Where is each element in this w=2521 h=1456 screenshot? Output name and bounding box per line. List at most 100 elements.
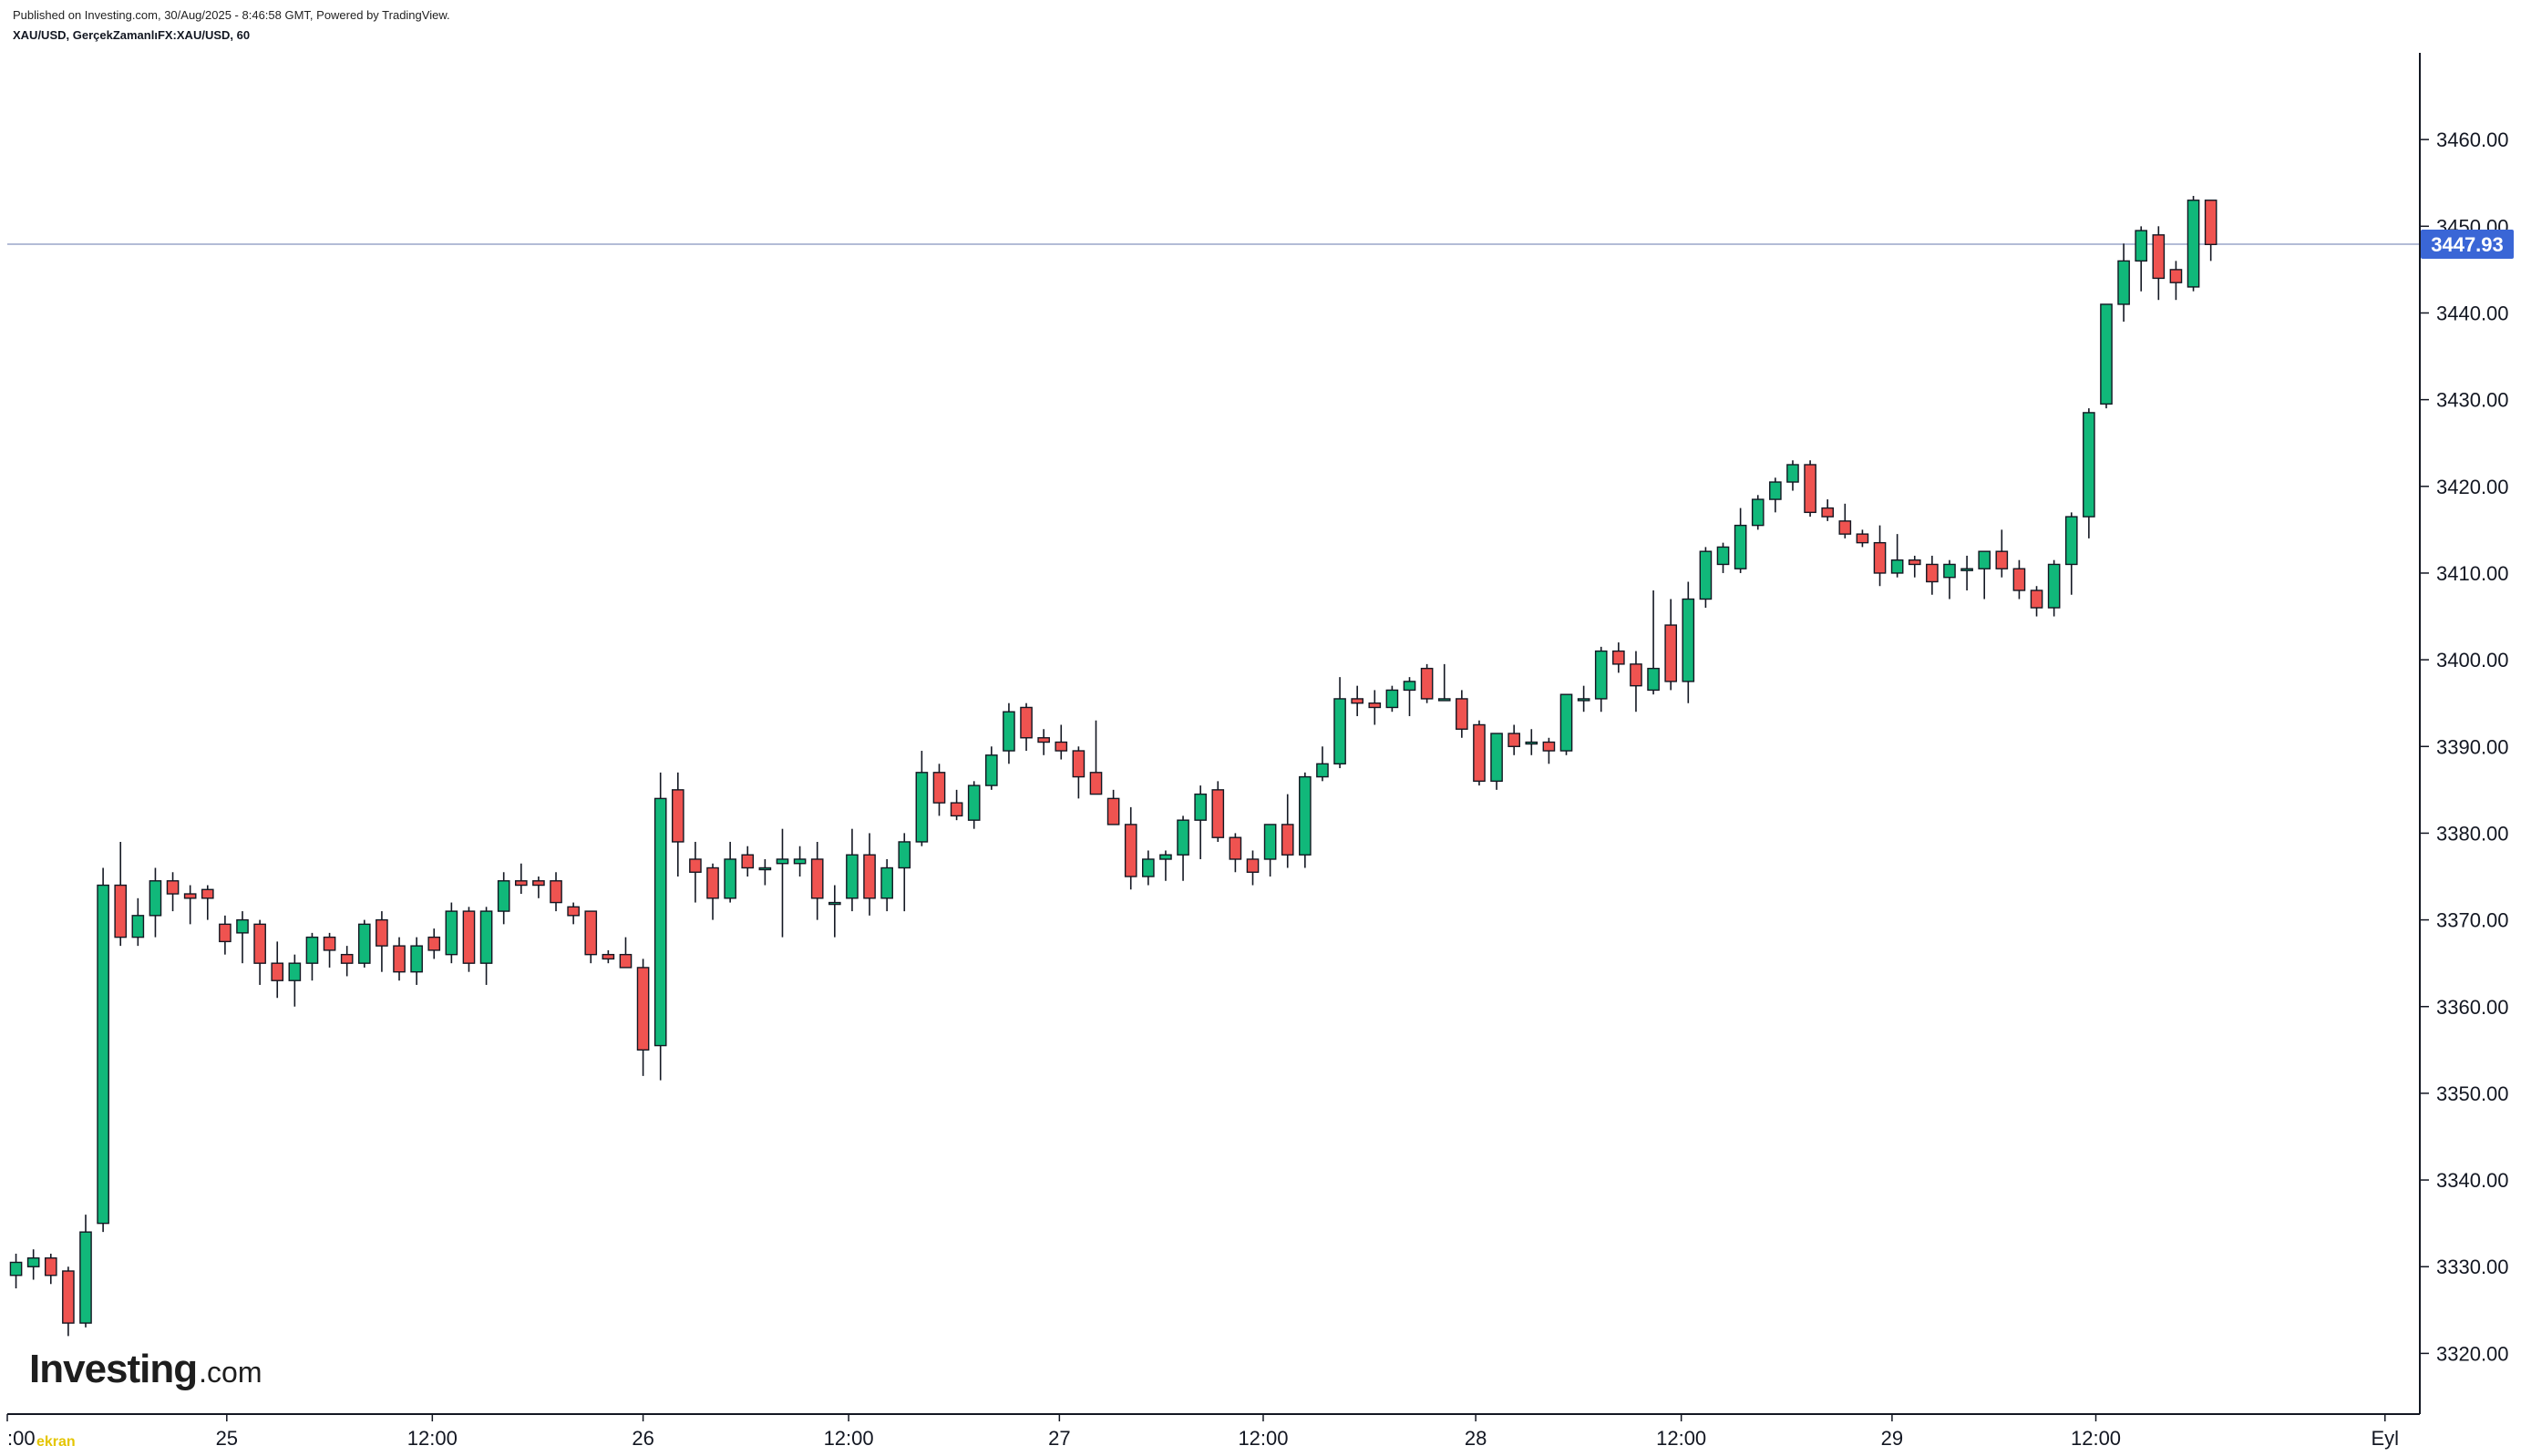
candle[interactable] [741,846,755,877]
candle[interactable] [305,932,319,981]
candle[interactable] [1072,746,1086,799]
candle[interactable] [1577,685,1590,713]
candle[interactable] [1769,477,1782,513]
candle[interactable] [445,902,458,964]
candle[interactable] [915,751,929,846]
candle[interactable] [1682,581,1695,703]
candle[interactable] [514,863,528,895]
candle[interactable] [1856,529,1869,548]
candle[interactable] [1734,508,1747,573]
candle[interactable] [1177,815,1189,881]
candle[interactable] [201,885,214,920]
candle[interactable] [2012,559,2026,600]
candle[interactable] [26,1249,40,1280]
candle[interactable] [1786,460,1799,491]
candle[interactable] [1525,729,1538,755]
candle[interactable] [1664,599,1678,691]
candle[interactable] [863,833,876,916]
candle[interactable] [1368,690,1382,725]
candle[interactable] [1281,794,1294,868]
candle[interactable] [724,841,736,903]
candle[interactable] [1960,555,1973,590]
candle[interactable] [1716,542,1730,573]
candle[interactable] [2135,226,2148,292]
candle[interactable] [2083,408,2095,538]
candle[interactable] [567,902,580,925]
candle[interactable] [584,910,598,964]
candle[interactable] [376,911,388,972]
candle[interactable] [1437,663,1451,702]
candle[interactable] [1995,529,2009,578]
candle[interactable] [880,858,893,912]
candle[interactable] [828,885,841,938]
candle[interactable] [671,772,684,877]
candle[interactable] [550,872,562,912]
candle[interactable] [1055,724,1068,760]
candle[interactable] [1420,663,1434,703]
candle[interactable] [1630,651,1642,713]
candle[interactable] [1003,702,1015,764]
candle[interactable] [1142,850,1155,886]
candle[interactable] [166,872,180,912]
candle[interactable] [1194,785,1207,859]
candle[interactable] [1890,534,1904,578]
candle[interactable] [1299,772,1312,868]
candle[interactable] [967,781,981,829]
candle[interactable] [1473,720,1486,786]
candle[interactable] [1821,499,1835,521]
candle[interactable] [149,867,162,938]
candle[interactable] [1699,547,1713,609]
candle[interactable] [602,949,615,964]
candle[interactable] [1020,702,1033,752]
candle[interactable] [79,1215,92,1328]
candle[interactable] [1263,824,1277,877]
candle[interactable] [1908,555,1921,578]
candle[interactable] [1106,789,1120,825]
candle[interactable] [1751,495,1765,530]
candle[interactable] [1926,555,1939,595]
candle[interactable] [776,828,789,938]
candle[interactable] [950,789,963,821]
candle[interactable] [689,841,702,903]
candle[interactable] [9,1253,23,1289]
candle[interactable] [932,764,946,816]
candle[interactable] [1385,685,1399,713]
candle[interactable] [846,828,859,912]
candle[interactable] [410,937,423,985]
candle[interactable] [1316,746,1329,782]
candle[interactable] [462,907,476,972]
candle[interactable] [1456,690,1468,738]
candle[interactable] [2047,559,2061,617]
candle[interactable] [1333,677,1346,769]
candle[interactable] [758,858,772,886]
candle[interactable] [340,946,354,977]
candle[interactable] [2117,243,2130,322]
candle[interactable] [393,937,406,981]
candle[interactable] [706,863,719,920]
candle[interactable] [253,919,266,985]
candle[interactable] [653,772,667,1081]
candle[interactable] [1490,733,1503,790]
candle[interactable] [1559,693,1573,755]
candle[interactable] [497,872,510,925]
candle[interactable] [898,833,911,912]
candle[interactable] [62,1266,75,1337]
candle[interactable] [1037,729,1050,755]
candle[interactable] [479,907,493,985]
candle[interactable] [2030,586,2043,617]
candle[interactable] [2152,226,2166,301]
candle[interactable] [271,941,284,999]
candle[interactable] [97,867,109,1233]
candle[interactable] [810,841,824,920]
candle[interactable] [1124,806,1137,890]
candle[interactable] [44,1253,57,1285]
candle[interactable] [2169,261,2183,301]
candle[interactable] [1159,850,1172,881]
candle[interactable] [1647,590,1660,695]
candle[interactable] [1246,850,1260,886]
candle[interactable] [323,932,336,968]
candle[interactable] [1351,685,1363,716]
candle[interactable] [357,919,371,968]
candle[interactable] [1873,525,1887,587]
